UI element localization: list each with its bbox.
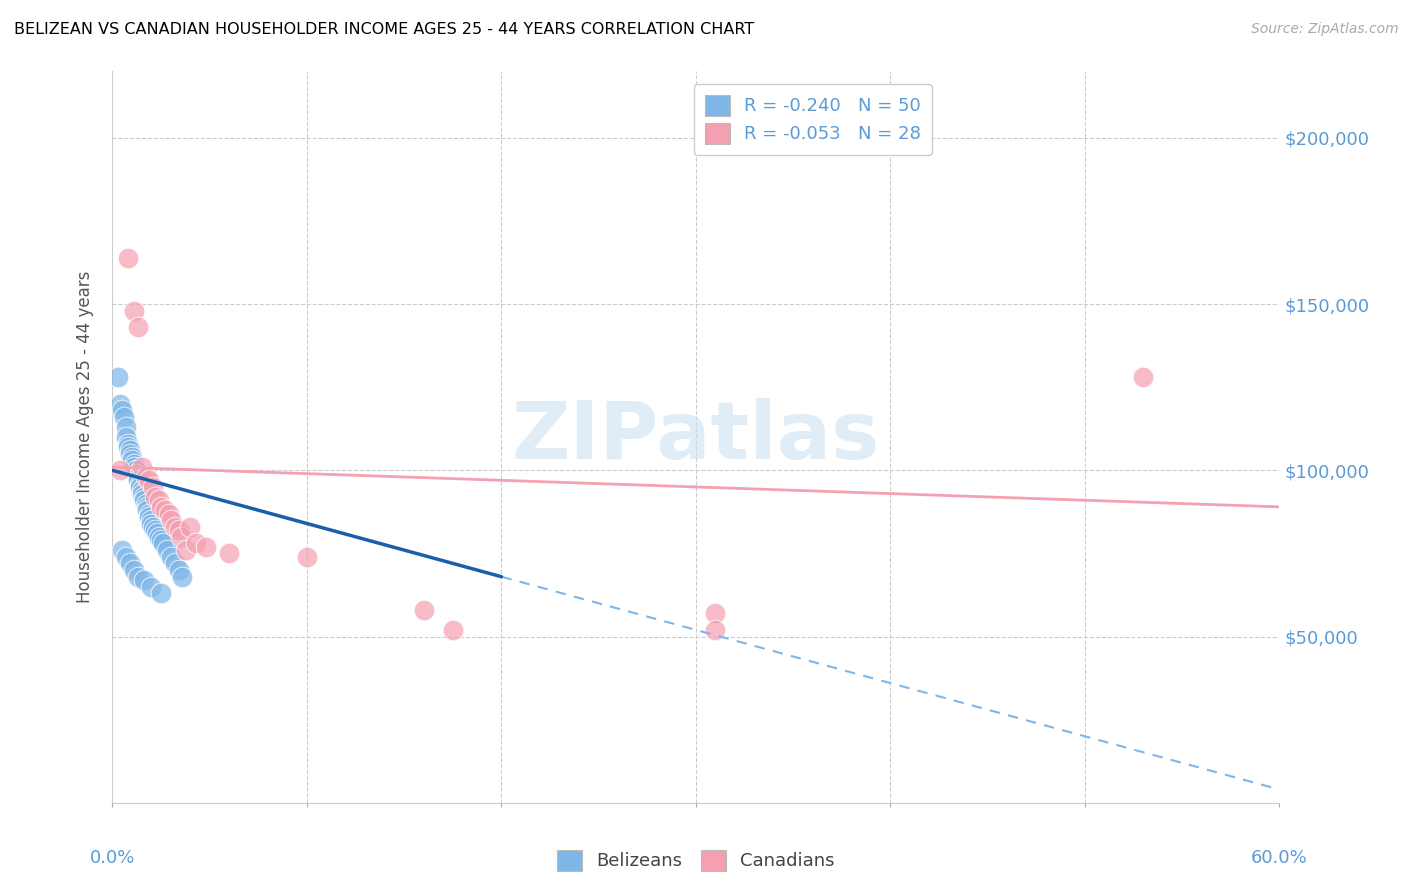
Point — [132, 493, 155, 508]
Point — [111, 543, 134, 558]
Point — [142, 480, 165, 494]
Point — [118, 447, 141, 461]
Point — [110, 397, 132, 411]
Point — [141, 516, 163, 531]
Point — [122, 460, 145, 475]
Point — [163, 520, 186, 534]
Point — [160, 549, 183, 564]
Point — [122, 303, 145, 318]
Point — [132, 573, 155, 587]
Point — [150, 533, 173, 548]
Point — [169, 530, 191, 544]
Point — [121, 450, 143, 464]
Point — [152, 536, 174, 550]
Point — [122, 563, 145, 577]
Point — [128, 476, 150, 491]
Point — [184, 536, 207, 550]
Point — [122, 457, 145, 471]
Text: 60.0%: 60.0% — [1251, 849, 1308, 867]
Point — [412, 603, 434, 617]
Point — [128, 480, 150, 494]
Text: BELIZEAN VS CANADIAN HOUSEHOLDER INCOME AGES 25 - 44 YEARS CORRELATION CHART: BELIZEAN VS CANADIAN HOUSEHOLDER INCOME … — [14, 22, 754, 37]
Point — [141, 580, 163, 594]
Point — [157, 507, 180, 521]
Point — [135, 470, 157, 484]
Point — [115, 549, 138, 564]
Point — [163, 557, 186, 571]
Point — [167, 563, 190, 577]
Point — [127, 473, 149, 487]
Point — [115, 430, 138, 444]
Point — [441, 623, 464, 637]
Point — [131, 460, 153, 475]
Point — [153, 503, 176, 517]
Point — [111, 403, 134, 417]
Point — [136, 500, 159, 514]
Point — [148, 493, 170, 508]
Point — [118, 557, 141, 571]
Point — [117, 436, 139, 450]
Point — [125, 463, 148, 477]
Point — [115, 420, 138, 434]
Text: ZIPatlas: ZIPatlas — [512, 398, 880, 476]
Point — [138, 507, 160, 521]
Point — [295, 549, 318, 564]
Point — [138, 509, 160, 524]
Point — [141, 513, 163, 527]
Point — [218, 546, 240, 560]
Point — [132, 490, 155, 504]
Point — [142, 520, 165, 534]
Point — [167, 523, 190, 537]
Point — [117, 251, 139, 265]
Point — [179, 520, 201, 534]
Point — [156, 543, 179, 558]
Point — [136, 503, 159, 517]
Point — [150, 500, 173, 514]
Point — [143, 490, 166, 504]
Point — [127, 470, 149, 484]
Legend: Belizeans, Canadians: Belizeans, Canadians — [550, 843, 842, 878]
Point — [131, 483, 153, 498]
Y-axis label: Householder Income Ages 25 - 44 years: Householder Income Ages 25 - 44 years — [76, 271, 94, 603]
Point — [704, 607, 727, 621]
Point — [135, 497, 157, 511]
Point — [112, 410, 135, 425]
Point — [138, 473, 160, 487]
Point — [704, 623, 727, 637]
Point — [148, 530, 170, 544]
Point — [143, 523, 166, 537]
Point — [107, 370, 129, 384]
Point — [176, 543, 198, 558]
Point — [150, 586, 173, 600]
Point — [121, 453, 143, 467]
Point — [117, 440, 139, 454]
Point — [160, 513, 183, 527]
Point — [127, 320, 149, 334]
Point — [110, 463, 132, 477]
Point — [146, 526, 169, 541]
Text: Source: ZipAtlas.com: Source: ZipAtlas.com — [1251, 22, 1399, 37]
Point — [194, 540, 217, 554]
Point — [118, 443, 141, 458]
Point — [1132, 370, 1154, 384]
Point — [131, 486, 153, 500]
Point — [172, 570, 194, 584]
Point — [125, 467, 148, 481]
Point — [127, 570, 149, 584]
Text: 0.0%: 0.0% — [90, 849, 135, 867]
